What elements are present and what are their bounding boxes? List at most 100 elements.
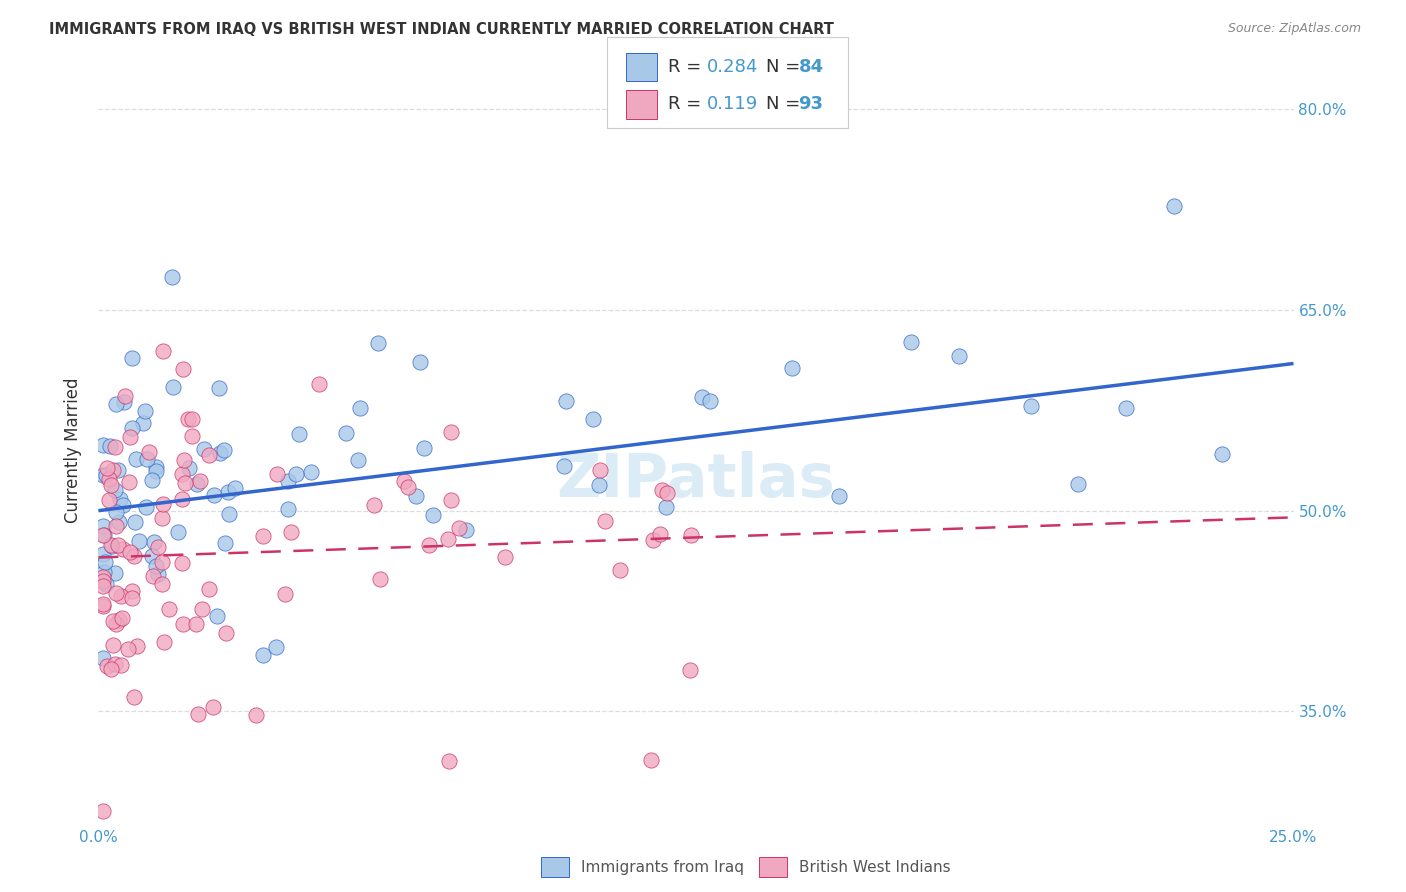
Point <box>91 518 114 533</box>
Text: N =: N = <box>766 58 806 76</box>
Point <box>245 708 267 723</box>
Point <box>285 467 308 481</box>
Text: 0.119: 0.119 <box>707 95 758 113</box>
Point <box>107 538 129 552</box>
Point <box>197 448 219 462</box>
Point <box>690 391 713 405</box>
Point <box>347 453 370 467</box>
Point <box>157 602 180 616</box>
Point <box>191 602 214 616</box>
Point <box>118 545 141 559</box>
Point <box>91 527 114 541</box>
Point <box>948 349 970 363</box>
Text: 93: 93 <box>799 95 824 113</box>
Point <box>167 525 190 540</box>
Point <box>91 569 114 583</box>
Point <box>224 481 246 495</box>
Point <box>121 421 143 435</box>
Point <box>418 538 440 552</box>
Point <box>447 521 470 535</box>
Point <box>162 380 184 394</box>
Point <box>409 355 432 369</box>
Point <box>136 452 159 467</box>
Point <box>699 393 721 408</box>
Point <box>100 478 122 492</box>
Point <box>582 412 605 426</box>
Point <box>177 461 200 475</box>
Point <box>100 539 122 553</box>
Point <box>198 582 221 597</box>
Point <box>128 533 150 548</box>
Point <box>104 483 127 497</box>
Point <box>141 473 163 487</box>
Point <box>91 468 114 483</box>
Point <box>143 535 166 549</box>
Point <box>208 381 231 395</box>
Point <box>252 648 274 662</box>
Text: R =: R = <box>668 58 707 76</box>
Point <box>173 476 195 491</box>
Point <box>153 634 176 648</box>
Point <box>91 574 114 588</box>
Point <box>650 527 672 541</box>
Point <box>112 395 135 409</box>
Text: N =: N = <box>766 95 806 113</box>
Point <box>274 587 297 601</box>
Point <box>413 441 436 455</box>
Point <box>299 465 322 479</box>
Point <box>124 549 146 564</box>
Point <box>440 425 463 439</box>
Point <box>288 427 311 442</box>
Point <box>110 492 132 507</box>
Point <box>91 579 114 593</box>
Text: 84: 84 <box>799 58 824 76</box>
Point <box>111 541 134 556</box>
Point <box>112 499 135 513</box>
Point <box>655 500 678 514</box>
Point <box>681 527 703 541</box>
Text: Immigrants from Iraq: Immigrants from Iraq <box>581 860 744 874</box>
Point <box>640 753 662 767</box>
Point <box>101 614 124 628</box>
Point <box>145 459 167 474</box>
Point <box>107 613 129 627</box>
Point <box>110 610 132 624</box>
Point <box>152 344 174 359</box>
Point <box>187 706 209 721</box>
Point <box>252 529 274 543</box>
Point <box>308 377 330 392</box>
Point <box>104 505 127 519</box>
Point <box>91 804 114 818</box>
Point <box>134 404 156 418</box>
Point <box>91 599 114 614</box>
Point <box>177 412 200 426</box>
Point <box>208 445 231 459</box>
Point <box>170 556 193 570</box>
Point <box>193 442 215 457</box>
Point <box>437 754 460 768</box>
Point <box>1067 476 1090 491</box>
Point <box>588 478 610 492</box>
Point <box>104 440 127 454</box>
Point <box>96 658 118 673</box>
Point <box>277 474 299 488</box>
Point <box>105 397 128 411</box>
Point <box>141 549 163 563</box>
Point <box>1019 399 1042 413</box>
Point <box>150 511 173 525</box>
Point <box>437 533 460 547</box>
Text: British West Indians: British West Indians <box>799 860 950 874</box>
Point <box>150 577 173 591</box>
Point <box>422 508 444 522</box>
Point <box>121 584 143 599</box>
Point <box>94 577 117 591</box>
Point <box>105 519 128 533</box>
Point <box>405 489 427 503</box>
Point <box>172 616 194 631</box>
Point <box>105 585 128 599</box>
Point <box>91 547 114 561</box>
Point <box>120 429 142 443</box>
Point <box>145 558 167 573</box>
Point <box>589 463 612 477</box>
Text: ZIPatlas: ZIPatlas <box>557 451 835 510</box>
